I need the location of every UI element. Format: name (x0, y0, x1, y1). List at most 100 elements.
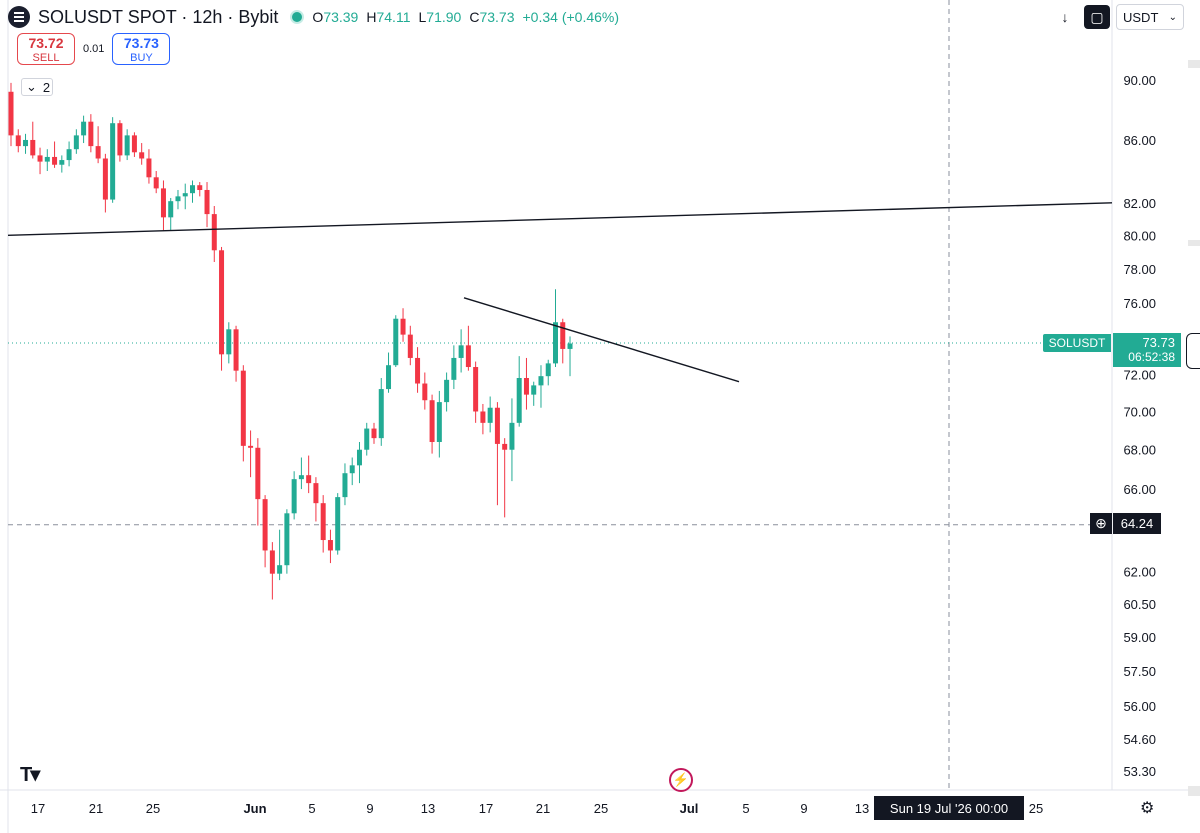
scroll-marker (1188, 786, 1200, 796)
buy-button[interactable]: 73.73 BUY (112, 33, 171, 65)
change-value: +0.34 (+0.46%) (522, 9, 620, 25)
candle-body (197, 185, 203, 190)
high-value: 74.11 (376, 9, 411, 25)
low-value: 71.90 (426, 9, 462, 25)
candle-body (204, 189, 210, 215)
candle-body (160, 188, 166, 218)
buy-price: 73.73 (123, 35, 159, 51)
candle-body (284, 513, 290, 566)
time-tick-label: 17 (479, 801, 493, 816)
indicator-legend-toggle[interactable]: ⌄ 2 (21, 78, 53, 96)
time-tick-label: 17 (31, 801, 45, 816)
candle-body (523, 378, 529, 395)
price-tick-label: 66.00 (1123, 482, 1156, 497)
candle-body (95, 146, 101, 159)
symbol-price-tag: SOLUSDT (1043, 334, 1111, 352)
price-tick-label: 60.50 (1123, 597, 1156, 612)
candle-body (451, 357, 457, 380)
sell-label: SELL (32, 52, 60, 64)
candle-body (538, 376, 544, 386)
candle-body (37, 155, 43, 162)
candle-body (233, 329, 239, 371)
candle-body (81, 121, 87, 136)
price-tick-label: 76.00 (1123, 296, 1156, 311)
scroll-marker (1188, 60, 1200, 68)
time-tick-label: 25 (146, 801, 160, 816)
candle-body (327, 540, 333, 551)
candle-body (277, 565, 283, 574)
candle-body (44, 156, 50, 162)
time-tick-label: Jun (243, 801, 266, 816)
candle-body (66, 149, 72, 161)
crosshair-time-tag: Sun 19 Jul '26 00:00 (874, 796, 1024, 820)
indicator-count: 2 (42, 79, 51, 95)
time-tick-label: 13 (855, 801, 869, 816)
arrow-down-icon[interactable]: ↓ (1052, 5, 1078, 29)
chevron-down-icon: ⌄ (26, 79, 37, 94)
candle-body (8, 91, 14, 136)
candle-body (371, 428, 377, 439)
candle-body (248, 445, 254, 448)
candle-body (52, 156, 58, 165)
price-tick-label: 57.50 (1123, 664, 1156, 679)
time-tick-label: 25 (1029, 801, 1043, 816)
candle-body (139, 152, 145, 159)
candle-body (211, 214, 217, 251)
tradingview-logo-icon: T▾ (20, 764, 40, 786)
last-price-value: 73.73 (1142, 335, 1175, 350)
candle-body (378, 389, 384, 439)
candle-body (516, 378, 522, 423)
ohlc-readout: O73.39 H74.11 L71.90 C73.73 +0.34 (+0.46… (312, 9, 620, 25)
price-tick-label: 82.00 (1123, 196, 1156, 211)
candle-body (102, 158, 108, 200)
scroll-marker (1188, 240, 1200, 246)
time-tick-label: 21 (536, 801, 550, 816)
gear-icon[interactable]: ⚙ (1140, 800, 1155, 817)
candle-body (182, 193, 188, 197)
add-alert-plus-icon[interactable]: ⊕ (1090, 513, 1112, 534)
candle-body (502, 443, 508, 450)
time-tick-label: 9 (800, 801, 807, 816)
candle-body (342, 473, 348, 498)
candle-body (168, 201, 174, 218)
candle-body (364, 428, 370, 450)
symbol-title[interactable]: SOLUSDT SPOT · 12h · Bybit (38, 6, 279, 27)
sell-button[interactable]: 73.72 SELL (17, 33, 75, 65)
candle-body (73, 135, 79, 150)
price-tick-label: 53.30 (1123, 764, 1156, 779)
price-tick-label: 80.00 (1123, 228, 1156, 243)
last-price-tag: 73.73 06:52:38 (1113, 333, 1181, 367)
trendline (463, 297, 740, 383)
candle-body (262, 499, 268, 551)
candle-body (153, 177, 159, 189)
candle-body (545, 363, 551, 377)
price-tick-label: 86.00 (1123, 133, 1156, 148)
price-tick-label: 78.00 (1123, 262, 1156, 277)
price-tick-label: 68.00 (1123, 443, 1156, 458)
time-tick-label: 5 (742, 801, 749, 816)
candle-body (465, 345, 471, 368)
close-value: 73.73 (479, 9, 515, 25)
buy-label: BUY (130, 52, 153, 64)
chevron-down-icon: ⌄ (1168, 11, 1177, 23)
fullscreen-icon[interactable]: ▢ (1084, 5, 1110, 29)
candle-body (473, 367, 479, 412)
market-status-icon (290, 10, 305, 24)
scale-edge-handle[interactable] (1186, 333, 1200, 369)
time-tick-label: Jul (680, 801, 699, 816)
candle-body (553, 322, 558, 364)
candle-body (509, 422, 515, 450)
candle-body (494, 407, 500, 444)
time-tick-label: 25 (594, 801, 608, 816)
candle-body (320, 503, 326, 541)
trade-panel: 73.72 SELL 0.01 73.73 BUY (17, 33, 171, 65)
candle-body (291, 479, 297, 514)
candle-body (386, 365, 392, 390)
candle-body (458, 345, 464, 358)
candle-body (146, 158, 152, 178)
currency-select[interactable]: USDT ⌄ (1116, 4, 1184, 30)
candle-body (190, 185, 195, 194)
lightning-icon[interactable]: ⚡ (669, 768, 693, 792)
candle-body (110, 123, 116, 200)
